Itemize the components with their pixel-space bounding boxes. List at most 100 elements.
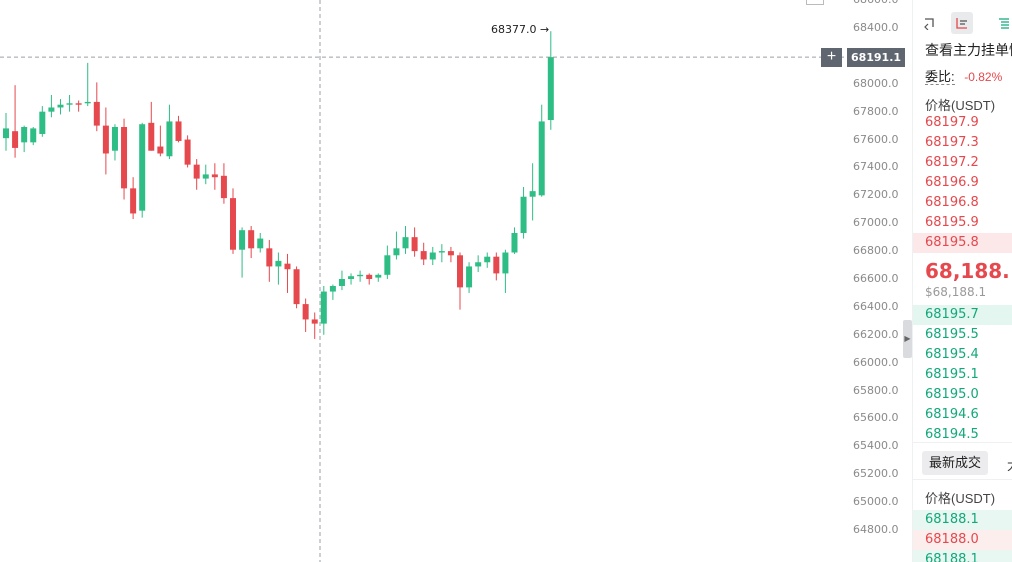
candle[interactable] xyxy=(538,104,545,197)
candle[interactable] xyxy=(148,101,155,151)
ask-row[interactable]: 68196.9 xyxy=(925,175,979,190)
axis-settings-icon[interactable] xyxy=(806,0,824,5)
candle[interactable] xyxy=(130,177,137,220)
candle[interactable] xyxy=(338,270,345,291)
candle[interactable] xyxy=(302,298,309,332)
candle[interactable] xyxy=(429,246,436,266)
candle[interactable] xyxy=(547,31,554,130)
candle-body xyxy=(211,174,218,178)
add-alert-plus-icon[interactable]: + xyxy=(821,48,842,67)
candle-body xyxy=(284,263,291,270)
candle[interactable] xyxy=(438,244,445,263)
candle[interactable] xyxy=(175,115,182,143)
candle[interactable] xyxy=(511,227,518,254)
candle[interactable] xyxy=(266,239,273,282)
bid-row[interactable]: 68195.1 xyxy=(925,367,979,382)
chart-canvas[interactable] xyxy=(0,0,845,562)
price-tick-label: 68600.0 xyxy=(853,0,899,6)
candle[interactable] xyxy=(184,135,191,168)
candle[interactable] xyxy=(493,252,500,281)
candle[interactable] xyxy=(84,62,91,107)
view-depth-icon[interactable] xyxy=(951,12,973,34)
candle-body xyxy=(493,256,500,274)
candle[interactable] xyxy=(447,246,454,263)
ask-row[interactable]: 68197.9 xyxy=(925,115,979,130)
bid-row[interactable]: 68195.0 xyxy=(925,387,979,402)
candle[interactable] xyxy=(166,104,173,160)
ask-row[interactable]: 68197.3 xyxy=(925,135,979,150)
candle[interactable] xyxy=(293,266,300,309)
candle[interactable] xyxy=(21,125,28,153)
candle[interactable] xyxy=(202,164,209,185)
candle[interactable] xyxy=(12,85,19,158)
trade-row: 68188.0 xyxy=(913,530,1012,550)
candle[interactable] xyxy=(411,227,418,257)
tab-latest-trades[interactable]: 最新成交 xyxy=(922,451,989,475)
candle[interactable] xyxy=(57,99,64,115)
candle-body xyxy=(57,104,64,108)
candle[interactable] xyxy=(284,253,291,293)
candle[interactable] xyxy=(139,122,146,218)
candle[interactable] xyxy=(420,242,427,266)
view-both-icon[interactable] xyxy=(919,12,941,34)
ask-row[interactable]: 68195.8 xyxy=(913,233,1012,253)
candle[interactable] xyxy=(457,252,463,310)
candle-body xyxy=(511,232,518,253)
candle[interactable] xyxy=(102,107,109,175)
view-main-orders-link[interactable]: 查看主力挂单情 xyxy=(925,42,1012,58)
ask-row[interactable]: 68195.9 xyxy=(925,215,979,230)
candle[interactable] xyxy=(402,226,409,254)
candle-body xyxy=(547,57,554,121)
candle[interactable] xyxy=(384,245,391,279)
candle[interactable] xyxy=(3,113,9,151)
candle[interactable] xyxy=(393,231,400,260)
candle[interactable] xyxy=(320,285,327,335)
candle[interactable] xyxy=(30,127,37,146)
candle[interactable] xyxy=(39,106,46,137)
price-tick-label: 66400.0 xyxy=(853,299,899,313)
price-tick-label: 66600.0 xyxy=(853,272,899,285)
candle[interactable] xyxy=(211,163,218,190)
candle[interactable] xyxy=(348,273,355,285)
candle[interactable] xyxy=(230,188,236,254)
candle[interactable] xyxy=(366,273,373,285)
candle[interactable] xyxy=(75,100,82,112)
candlestick-chart[interactable] xyxy=(0,0,845,562)
candle[interactable] xyxy=(502,249,509,293)
candle[interactable] xyxy=(311,312,318,339)
candle[interactable] xyxy=(239,227,246,278)
candle[interactable] xyxy=(529,163,536,221)
bid-row[interactable]: 68194.5 xyxy=(925,427,979,442)
candle[interactable] xyxy=(248,226,255,259)
candle[interactable] xyxy=(121,118,128,200)
candle[interactable] xyxy=(520,186,527,239)
candle[interactable] xyxy=(220,163,227,204)
price-axis[interactable]: 68600.068400.068200.068000.067800.067600… xyxy=(845,0,907,562)
price-tick-label: 66800.0 xyxy=(853,244,899,258)
candle[interactable] xyxy=(466,262,473,293)
bid-row[interactable]: 68194.6 xyxy=(925,407,979,422)
price-tick-label: 66200.0 xyxy=(853,327,899,341)
tab-large-trades[interactable]: 大 xyxy=(1007,455,1012,474)
ask-row[interactable]: 68196.8 xyxy=(925,195,979,210)
candle[interactable] xyxy=(484,252,491,268)
view-list-icon[interactable] xyxy=(993,12,1012,34)
candle[interactable] xyxy=(111,124,118,161)
collapse-panel-handle[interactable]: ▶ xyxy=(903,320,912,358)
candle[interactable] xyxy=(48,94,55,118)
candle[interactable] xyxy=(329,284,336,300)
bid-row[interactable]: 68195.7 xyxy=(913,305,1012,325)
candle[interactable] xyxy=(93,82,100,132)
candle[interactable] xyxy=(193,159,200,190)
candle[interactable] xyxy=(475,255,482,273)
candle[interactable] xyxy=(257,232,264,253)
bid-row[interactable]: 68195.5 xyxy=(925,327,979,342)
candle[interactable] xyxy=(66,94,73,112)
ask-row[interactable]: 68197.2 xyxy=(925,155,979,170)
price-tick-label: 64800.0 xyxy=(853,523,899,536)
bid-row[interactable]: 68195.4 xyxy=(925,347,979,362)
candle[interactable] xyxy=(357,270,364,282)
candle[interactable] xyxy=(275,252,282,285)
candle[interactable] xyxy=(375,273,382,282)
candle[interactable] xyxy=(157,125,164,157)
